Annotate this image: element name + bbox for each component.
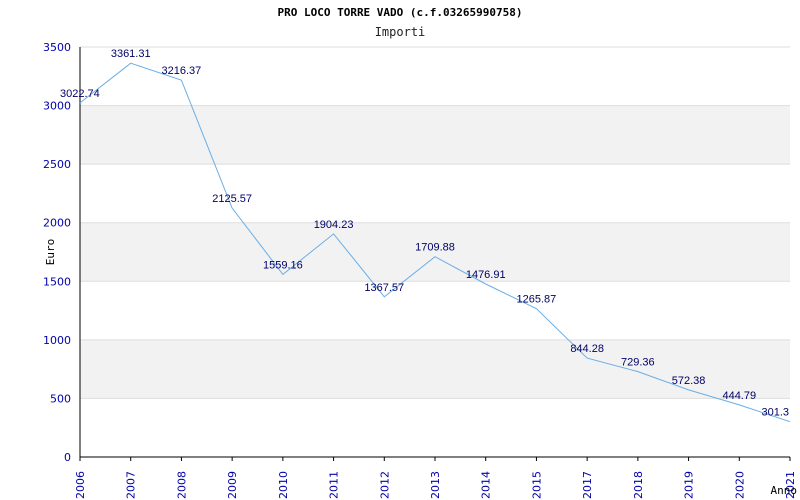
y-ticks: 0 500 1000 1500 2000 2500 3000 3500 [43, 41, 71, 464]
x-tick-label: 2009 [226, 471, 239, 499]
y-tick-label: 3500 [43, 41, 71, 54]
x-axis-title: Anno [771, 484, 798, 497]
y-tick-label: 2000 [43, 217, 71, 230]
data-label: 1709.88 [415, 242, 455, 254]
grid-band [80, 105, 790, 165]
x-tick-label: 2015 [530, 471, 543, 499]
data-label: 3022.74 [60, 88, 100, 100]
data-label: 3361.31 [111, 48, 151, 60]
x-tick-label: 2017 [581, 471, 594, 499]
data-labels: 3022.74 3361.31 3216.37 2125.57 1559.16 1904.… [60, 48, 789, 418]
data-label: 1559.16 [263, 259, 303, 271]
data-label: 844.28 [570, 343, 604, 355]
data-label: 729.36 [621, 357, 655, 369]
data-label: 444.79 [722, 390, 756, 402]
y-tick-label: 0 [64, 451, 71, 464]
x-tick-label: 2011 [328, 471, 341, 499]
chart-subtitle: Importi [374, 25, 426, 39]
y-axis-title: Euro [44, 239, 57, 266]
x-tick-label: 2012 [378, 471, 391, 499]
x-ticks: 2006 2007 2008 2009 2010 2011 2012 2013 2014 2015… [74, 457, 797, 499]
data-label: 572.38 [672, 375, 706, 387]
data-label: 2125.57 [212, 193, 252, 205]
data-label: 1265.87 [517, 294, 557, 306]
y-tick-label: 1000 [43, 334, 71, 347]
chart-title: PRO LOCO TORRE VADO (c.f.03265990758) [277, 6, 523, 19]
y-tick-label: 500 [50, 392, 71, 405]
x-tick-label: 2010 [277, 471, 290, 499]
x-tick-label: 2021 [784, 471, 797, 499]
series-line [79, 62, 791, 423]
y-tick-label: 3000 [43, 100, 71, 113]
grid-band [80, 222, 790, 282]
data-label: 1904.23 [314, 219, 354, 231]
grid-lines [80, 46, 790, 399]
grid-bands [80, 105, 790, 399]
grid-band [80, 339, 790, 399]
data-label: 3216.37 [162, 65, 202, 77]
x-tick-label: 2007 [125, 471, 138, 499]
y-tick-label: 2500 [43, 158, 71, 171]
data-label: 1476.91 [466, 269, 506, 281]
x-tick-label: 2014 [480, 471, 493, 499]
x-tick-label: 2006 [74, 471, 87, 499]
x-tick-label: 2020 [733, 471, 746, 499]
y-tick-label: 1500 [43, 275, 71, 288]
x-tick-label: 2018 [632, 471, 645, 499]
x-tick-label: 2019 [683, 471, 696, 499]
x-tick-label: 2008 [175, 471, 188, 499]
data-label: 301.3 [761, 407, 789, 419]
data-label: 1367.57 [364, 282, 404, 294]
x-tick-label: 2013 [429, 471, 442, 499]
